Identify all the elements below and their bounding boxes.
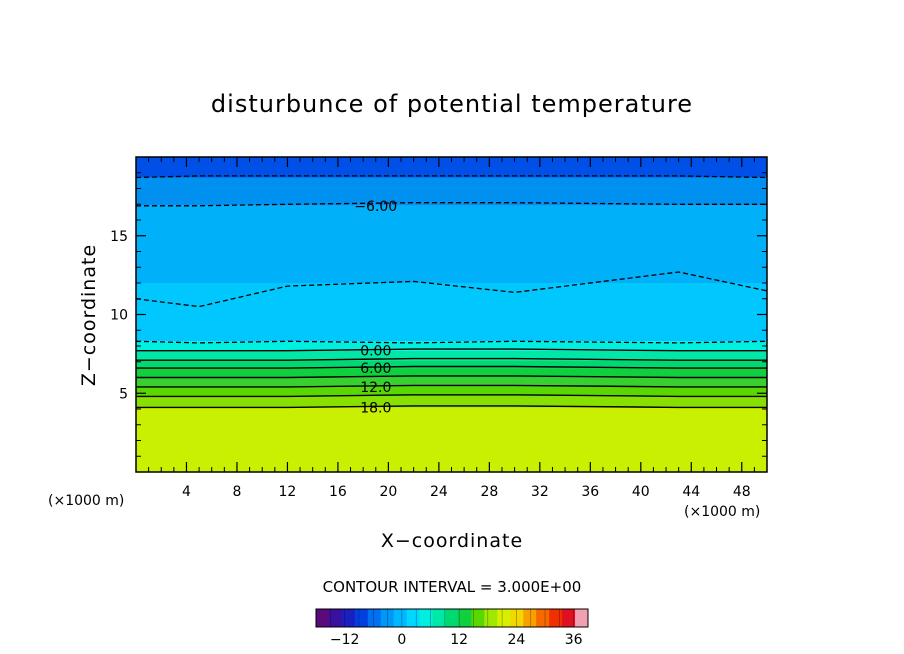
- field-band-11: [136, 157, 767, 178]
- colorbar-swatch-14: [497, 609, 511, 627]
- y-unit-label: (×1000 m): [48, 493, 124, 509]
- x-tick-label: 36: [581, 484, 599, 500]
- contour-interval-text: CONTOUR INTERVAL = 3.000E+00: [323, 578, 582, 596]
- colorbar-swatch-0: [316, 609, 330, 627]
- colorbar-swatch-6: [393, 609, 408, 627]
- field-band-7: [136, 341, 767, 351]
- colorbar-swatch-13: [484, 609, 498, 627]
- x-tick-label: 28: [480, 484, 498, 500]
- colorbar-frame: [315, 608, 589, 628]
- contour-label-0: −6.00: [354, 199, 397, 215]
- y-axis-label: Z−coordinate: [78, 244, 100, 386]
- field-band-2: [136, 386, 767, 397]
- x-tick-label: 20: [379, 484, 397, 500]
- colorbar-swatch-15: [510, 609, 524, 627]
- contour-line-18: [136, 405, 767, 409]
- plot-area: [136, 157, 767, 472]
- colorbar-tick-label: 24: [508, 632, 526, 648]
- colorbar-swatch-16: [523, 609, 537, 627]
- contour-label-4: 18.0: [360, 400, 391, 416]
- field-band-6: [136, 350, 767, 361]
- y-tick-label: 5: [119, 386, 128, 402]
- x-unit-label: (×1000 m): [684, 504, 760, 520]
- x-tick-label: 44: [682, 484, 700, 500]
- colorbar-swatch-1: [328, 609, 343, 627]
- contour-line-0: [136, 348, 767, 352]
- colorbar-swatch-10: [445, 609, 459, 627]
- contour-line-6: [136, 365, 767, 369]
- x-tick-label: 12: [279, 484, 297, 500]
- colorbar-swatch-20: [575, 609, 589, 627]
- y-tick-label: 15: [110, 229, 128, 245]
- field-band-0: [136, 407, 767, 472]
- colorbar: [315, 608, 589, 628]
- colorbar-tick-label: −12: [330, 632, 360, 648]
- colorbar-swatch-17: [536, 609, 550, 627]
- contour-lines: [135, 175, 768, 409]
- x-tick-label: 32: [531, 484, 549, 500]
- colorbar-tick-label: 36: [565, 632, 583, 648]
- colorbar-swatch-9: [432, 609, 447, 627]
- contour-label-2: 6.00: [360, 361, 391, 377]
- x-axis-label: X−coordinate: [381, 530, 523, 552]
- field-band-10: [136, 177, 767, 206]
- colorbar-swatch-3: [354, 609, 369, 627]
- y-axis: 5 10 15: [110, 172, 767, 457]
- field-band-1: [136, 396, 767, 408]
- y-tick-label: 10: [110, 308, 128, 324]
- x-tick-label: 24: [430, 484, 448, 500]
- colorbar-swatch-19: [562, 609, 576, 627]
- contour-label-1: 0.00: [360, 344, 391, 360]
- contour-line-12: [136, 384, 767, 388]
- x-tick-label: 8: [232, 484, 241, 500]
- x-tick-label: 4: [182, 484, 191, 500]
- x-tick-label: 40: [632, 484, 650, 500]
- colorbar-swatch-12: [471, 609, 485, 627]
- colorbar-swatch-5: [380, 609, 395, 627]
- colorbar-swatch-18: [549, 609, 563, 627]
- field-band-3: [136, 377, 767, 387]
- colorbar-tick-label: 0: [397, 632, 406, 648]
- field-band-5: [136, 360, 767, 369]
- contour-label-3: 12.0: [360, 380, 391, 396]
- colorbar-swatch-11: [458, 609, 472, 627]
- chart-title: disturbunce of potential temperature: [211, 90, 693, 118]
- contour-line-3: [136, 357, 767, 361]
- field-band-9: [136, 205, 767, 283]
- colorbar-ticks: −12 0 12 24 36: [330, 632, 583, 648]
- colorbar-tick-label: 12: [450, 632, 468, 648]
- x-axis: 4 8 12 16 20 24 28 32 36 40 44 48: [148, 157, 755, 500]
- colorbar-swatch-7: [406, 609, 421, 627]
- contour-line-15: [136, 394, 767, 398]
- colorbar-swatch-2: [341, 609, 356, 627]
- field-band-8: [136, 283, 767, 342]
- x-tick-label: 48: [733, 484, 751, 500]
- field-band-4: [136, 368, 767, 378]
- x-tick-label: 16: [329, 484, 347, 500]
- contour-labels: −6.00 0.006.00 12.0 18.0: [354, 199, 397, 417]
- colorbar-swatch-4: [367, 609, 382, 627]
- contour-line-9: [136, 375, 767, 379]
- colorbar-swatch-8: [419, 609, 434, 627]
- contour-line--3: [135, 271, 768, 308]
